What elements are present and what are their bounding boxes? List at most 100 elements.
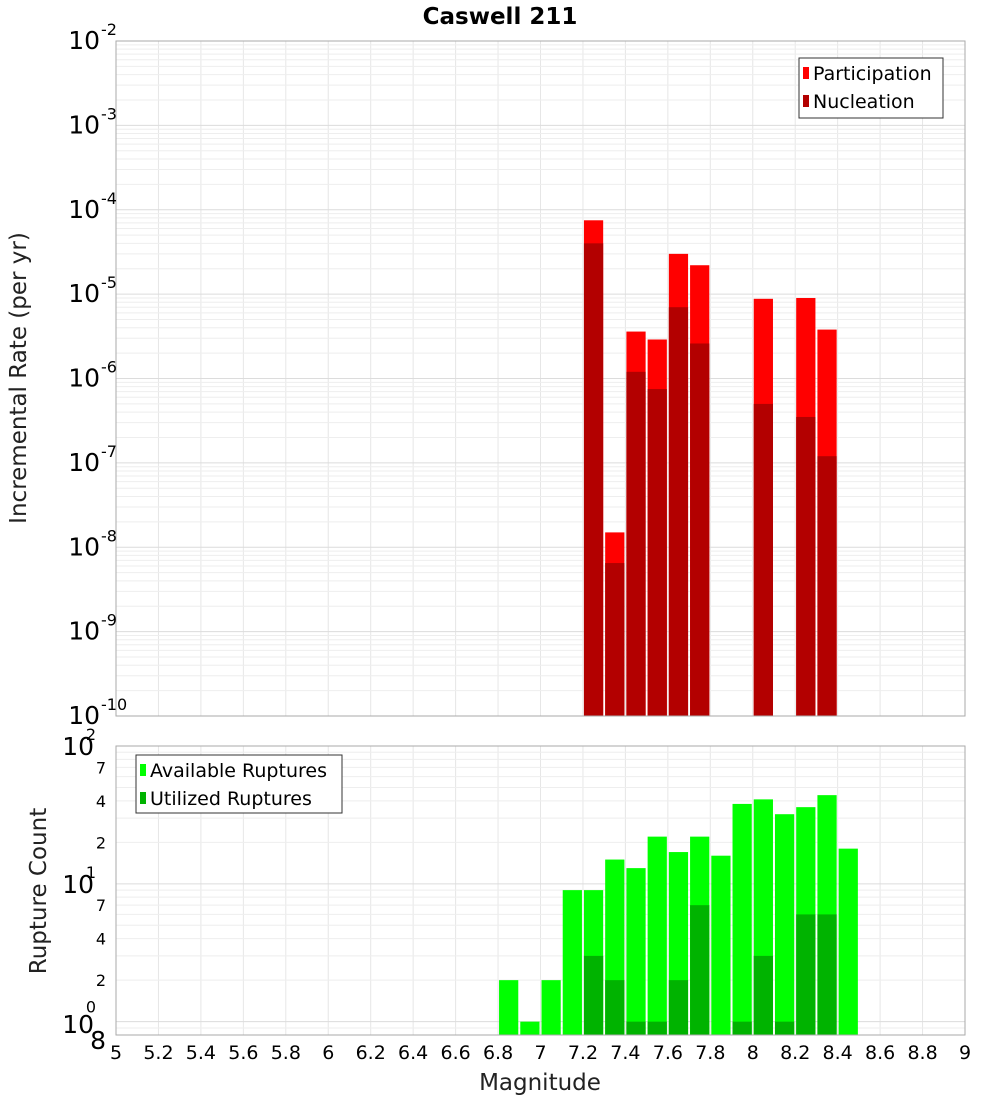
x-tick-label: 8.6 (865, 1042, 895, 1064)
bottom-y-minor-tick-label: 2 (96, 971, 106, 990)
top-y-axis-title: Incremental Rate (per yr) (6, 232, 32, 524)
top-y-tick-label: 10 (68, 448, 100, 477)
bottom-y-minor-tick-label: 4 (96, 930, 106, 949)
top-y-tick-exponent: -2 (101, 20, 117, 39)
top-y-tick-label: 10 (68, 532, 100, 561)
legend-label: Nucleation (813, 91, 915, 113)
nucleation-bar (668, 307, 689, 716)
top-y-tick-label: 10 (68, 701, 100, 730)
nucleation-bar (626, 371, 646, 716)
x-tick-label: 8.8 (907, 1042, 937, 1064)
bottom-y-tick-label: 10 (62, 732, 94, 761)
x-tick-label: 6.6 (440, 1042, 470, 1064)
nucleation-bar (605, 563, 625, 716)
nucleation-bar (690, 343, 710, 716)
bottom-y-tick-label: 10 (62, 1010, 94, 1039)
legend-swatch (803, 95, 809, 107)
utilized-ruptures-bar (583, 955, 604, 1035)
utilized-ruptures-bar (668, 980, 689, 1035)
x-tick-label: 5.6 (228, 1042, 258, 1064)
x-tick-label: 5.8 (271, 1042, 301, 1064)
top-legend-box (798, 57, 944, 119)
bottom-y-tick-exponent: 2 (86, 725, 96, 744)
x-tick-label: 7.6 (653, 1042, 683, 1064)
x-tick-label: 8.4 (823, 1042, 853, 1064)
legend-swatch (803, 67, 809, 79)
chart-title: Caswell 211 (423, 4, 578, 30)
top-y-tick-exponent: -9 (101, 611, 117, 630)
legend-swatch (140, 792, 146, 804)
available-ruptures-bar (732, 803, 752, 1035)
top-y-tick-exponent: -8 (101, 526, 117, 545)
nucleation-bar (796, 416, 816, 716)
available-ruptures-bar (647, 836, 667, 1035)
bottom-y-axis-title: Rupture Count (26, 808, 52, 974)
bottom-y-tick-exponent: 0 (86, 998, 96, 1017)
top-y-tick-label: 10 (68, 195, 100, 224)
utilized-ruptures-bar (626, 1021, 646, 1035)
x-tick-label: 8.2 (780, 1042, 810, 1064)
bottom-legend: Available Ruptures Utilized Ruptures (135, 754, 343, 814)
available-ruptures-bar (711, 855, 731, 1035)
utilized-ruptures-bar (774, 1021, 795, 1035)
nucleation-bar (817, 456, 837, 716)
available-ruptures-bar (774, 814, 795, 1035)
top-y-tick-exponent: -4 (101, 189, 117, 208)
top-y-tick-exponent: -5 (101, 273, 117, 292)
bottom-legend-box (135, 754, 343, 814)
utilized-ruptures-bar (647, 1021, 667, 1035)
x-tick-label: 5 (110, 1042, 122, 1064)
x-tick-label: 6 (322, 1042, 334, 1064)
available-ruptures-bar (626, 868, 646, 1035)
top-y-tick-label: 10 (68, 26, 100, 55)
available-ruptures-bar (499, 980, 519, 1035)
legend-label: Utilized Ruptures (150, 788, 312, 810)
nucleation-bar (647, 389, 667, 716)
top-y-tick-label: 10 (68, 364, 100, 393)
top-y-tick-exponent: -3 (101, 104, 117, 123)
bottom-y-minor-tick-label: 4 (96, 792, 106, 811)
utilized-ruptures-bar (732, 1021, 752, 1035)
top-y-tick-exponent: -6 (101, 358, 117, 377)
top-legend: Participation Nucleation (798, 57, 944, 119)
top-plot-frame (115, 40, 966, 717)
bottom-y-tick-exponent: 1 (86, 863, 96, 882)
available-ruptures-bar (520, 1021, 540, 1035)
top-y-tick-label: 10 (68, 617, 100, 646)
top-y-tick-exponent: -10 (101, 695, 127, 714)
legend-label: Participation (813, 63, 932, 85)
top-y-tick-label: 10 (68, 110, 100, 139)
legend-swatch (140, 764, 146, 776)
x-axis-title: Magnitude (479, 1070, 601, 1096)
top-y-tick-label: 10 (68, 279, 100, 308)
available-ruptures-bar (838, 848, 858, 1035)
x-tick-label: 7 (534, 1042, 546, 1064)
bottom-y-minor-tick-label: 7 (96, 896, 106, 915)
bottom-y-minor-tick-label: 2 (96, 833, 106, 852)
utilized-ruptures-bar (605, 980, 625, 1035)
x-tick-label: 7.8 (695, 1042, 725, 1064)
x-tick-label: 8 (747, 1042, 759, 1064)
x-tick-label: 5.4 (186, 1042, 216, 1064)
x-tick-label: 6.4 (398, 1042, 428, 1064)
x-tick-label: 6.8 (483, 1042, 513, 1064)
available-ruptures-bar (562, 890, 582, 1035)
x-tick-label: 6.2 (356, 1042, 386, 1064)
bottom-y-minor-tick-label: 8 (90, 1026, 106, 1055)
x-tick-label: 7.2 (568, 1042, 598, 1064)
utilized-ruptures-bar (817, 914, 837, 1035)
nucleation-bar (583, 243, 604, 717)
utilized-ruptures-bar (753, 955, 773, 1035)
legend-label: Available Ruptures (150, 760, 327, 782)
utilized-ruptures-bar (690, 905, 710, 1035)
bottom-y-minor-tick-label: 7 (96, 758, 106, 777)
x-tick-label: 5.2 (143, 1042, 173, 1064)
x-tick-label: 7.4 (610, 1042, 640, 1064)
bottom-y-tick-label: 10 (62, 870, 94, 899)
nucleation-bar (753, 403, 773, 716)
available-ruptures-bar (541, 980, 561, 1035)
bottom-plot-frame (115, 745, 966, 1036)
